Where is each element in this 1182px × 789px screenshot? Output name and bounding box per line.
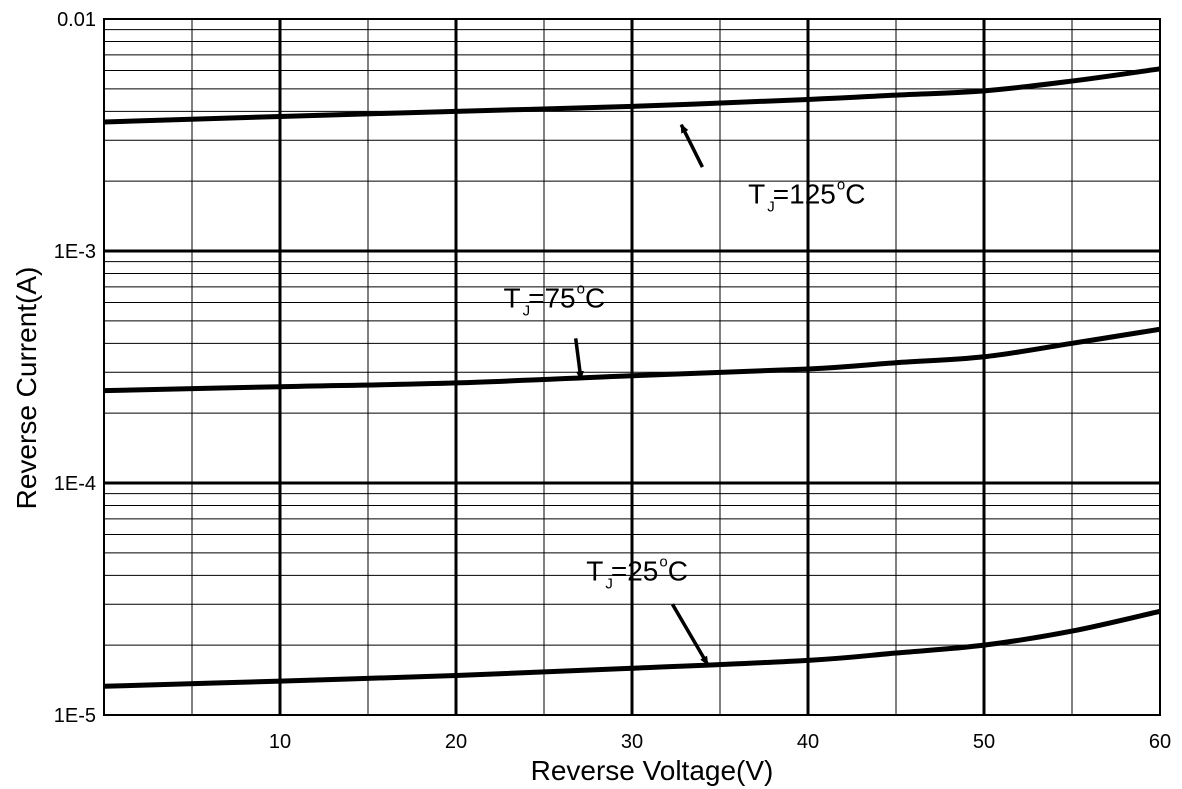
series-line-1	[103, 326, 1161, 394]
x-tick-label: 10	[269, 731, 291, 753]
x-tick-label: 20	[445, 731, 467, 753]
x-tick-label: 60	[1149, 731, 1171, 753]
y-axis-title: Reverse Current(A)	[11, 267, 42, 510]
annotation-arrow-2	[670, 603, 710, 666]
x-tick-label: 50	[973, 731, 995, 753]
series-lines	[103, 66, 1161, 689]
series-label-0: T J=125oC	[748, 177, 865, 216]
y-tick-label: 0.01	[57, 9, 96, 31]
x-tick-label: 30	[621, 731, 643, 753]
y-tick-label: 1E-3	[54, 241, 96, 263]
annotation-arrow-1	[573, 338, 584, 381]
x-axis-title: Reverse Voltage(V)	[531, 755, 774, 786]
y-tick-label: 1E-4	[54, 473, 96, 495]
series-label-2: T J=25oC	[586, 553, 688, 592]
curve-annotations: T J=125oC T J=75oC T J=25oC	[504, 123, 865, 666]
major-gridlines	[103, 18, 1161, 716]
y-tick-label: 1E-5	[54, 705, 96, 727]
series-label-1: T J=75oC	[504, 281, 606, 320]
x-tick-label: 40	[797, 731, 819, 753]
series-line-2	[103, 608, 1161, 689]
annotation-arrow-0	[679, 123, 704, 168]
series-line-0	[103, 66, 1161, 125]
tick-labels: 10 20 30 40 50 60 1E-5 1E-4 1E-3 0.01	[54, 9, 1171, 753]
plot-frame	[103, 18, 1161, 716]
